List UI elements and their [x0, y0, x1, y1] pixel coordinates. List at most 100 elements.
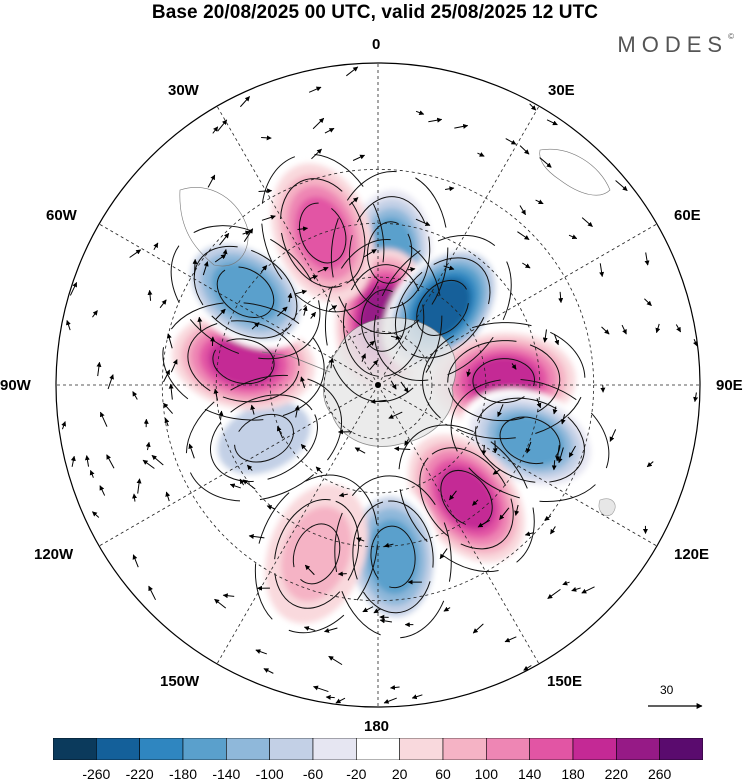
wind-arrow [363, 248, 377, 258]
streamline [193, 245, 298, 339]
wind-arrow [295, 289, 308, 295]
wind-arrow [294, 405, 300, 418]
streamline [298, 202, 347, 264]
wind-arrow [96, 361, 102, 377]
wind-arrow [165, 491, 171, 502]
wind-streamlines [162, 153, 610, 639]
colorbar-tick-label: 180 [561, 766, 585, 782]
anomaly-contour-2-5 [414, 278, 471, 338]
wind-arrow [329, 357, 335, 369]
wind-arrow [163, 402, 173, 414]
wind-arrow [148, 585, 156, 601]
wind-arrow [255, 649, 267, 655]
wind-arrow [449, 490, 457, 501]
colorbar-tick-label: -100 [255, 766, 284, 782]
wind-arrow [229, 483, 241, 489]
wind-arrow [99, 411, 108, 427]
wind-arrow [558, 291, 564, 304]
wind-arrow [379, 618, 393, 624]
lon-label-60e: 60E [674, 207, 701, 224]
wind-arrow [519, 145, 530, 155]
wind-arrow [324, 127, 335, 134]
wind-arrow [529, 103, 537, 111]
wind-arrow [266, 505, 276, 510]
wind-arrow [297, 226, 309, 232]
wind-arrow [335, 697, 346, 704]
wind-arrow [492, 469, 501, 475]
wind-arrow [303, 626, 316, 632]
wind-arrow [300, 376, 306, 388]
wind-arrow [362, 606, 374, 613]
wind-arrow [242, 230, 251, 236]
wind-arrow [390, 380, 397, 390]
wind-arrow [621, 324, 627, 335]
wind-arrow [166, 333, 173, 349]
wind-arrow [517, 231, 530, 241]
wind-arrow [644, 252, 650, 266]
wind-arrow [609, 429, 617, 442]
streamline [254, 474, 379, 634]
colorbar-tick-label: 260 [647, 766, 672, 782]
wind-arrow [445, 186, 455, 192]
wind-arrow [328, 305, 338, 311]
wind-arrow [526, 441, 532, 454]
wind-arrow [263, 668, 274, 674]
streamline [416, 279, 470, 336]
wind-arrow [443, 265, 455, 271]
wind-arrow [492, 440, 498, 454]
streamline [352, 500, 434, 614]
wind-arrow [646, 461, 654, 468]
wind-arrow [346, 66, 359, 77]
colorbar-swatch [399, 738, 444, 760]
south-pole-marker [375, 382, 381, 388]
wind-arrow [145, 441, 151, 451]
colorbar-swatch [139, 738, 184, 760]
streamline [361, 289, 407, 352]
streamline [367, 221, 413, 284]
wind-arrow [581, 586, 595, 594]
wind-arrow [106, 454, 115, 469]
colorbar-swatch [53, 738, 97, 760]
wind-arrow [132, 493, 138, 502]
wind-arrow [217, 119, 228, 132]
wind-arrow [524, 531, 534, 537]
wind-arrow [536, 398, 542, 409]
wind-arrow [553, 333, 560, 346]
colorbar-swatch [96, 738, 140, 760]
lon-label-150w: 150W [160, 673, 200, 690]
wind-arrow [550, 526, 556, 535]
wind-arrow [361, 353, 366, 362]
wind-arrow [309, 275, 318, 280]
streamline [450, 378, 610, 502]
lon-label-180: 180 [364, 718, 390, 735]
wind-arrow [214, 598, 227, 609]
wind-arrow [481, 444, 487, 456]
wind-arrow [153, 242, 159, 250]
reference-vector-label: 30 [660, 683, 674, 697]
wind-arrow [324, 627, 338, 633]
anomaly-contour-6-3 [367, 519, 419, 595]
wind-arrow [390, 685, 400, 690]
wind-arrow [260, 265, 268, 273]
lon-label-30w: 30W [168, 82, 199, 99]
wind-arrow [311, 148, 322, 160]
map-title: Base 20/08/2025 00 UTC, valid 25/08/2025… [151, 2, 599, 23]
wind-arrow [472, 623, 484, 634]
wind-arrow [415, 218, 431, 226]
wind-arrow [302, 305, 308, 316]
streamline [234, 413, 294, 463]
latitude-circle [269, 276, 487, 494]
wind-arrow [132, 554, 139, 568]
wind-arrow [92, 310, 98, 318]
wind-arrow [547, 588, 561, 599]
wind-arrow [388, 411, 403, 419]
wind-arrow [215, 308, 226, 320]
wind-arrow [338, 492, 348, 498]
wind-arrow [170, 359, 178, 373]
wind-arrow [504, 636, 517, 643]
colorbar-tick-label: 20 [391, 766, 408, 782]
brand-mark: © [728, 32, 734, 41]
lon-label-30e: 30E [548, 82, 575, 99]
wind-arrow [147, 289, 153, 301]
